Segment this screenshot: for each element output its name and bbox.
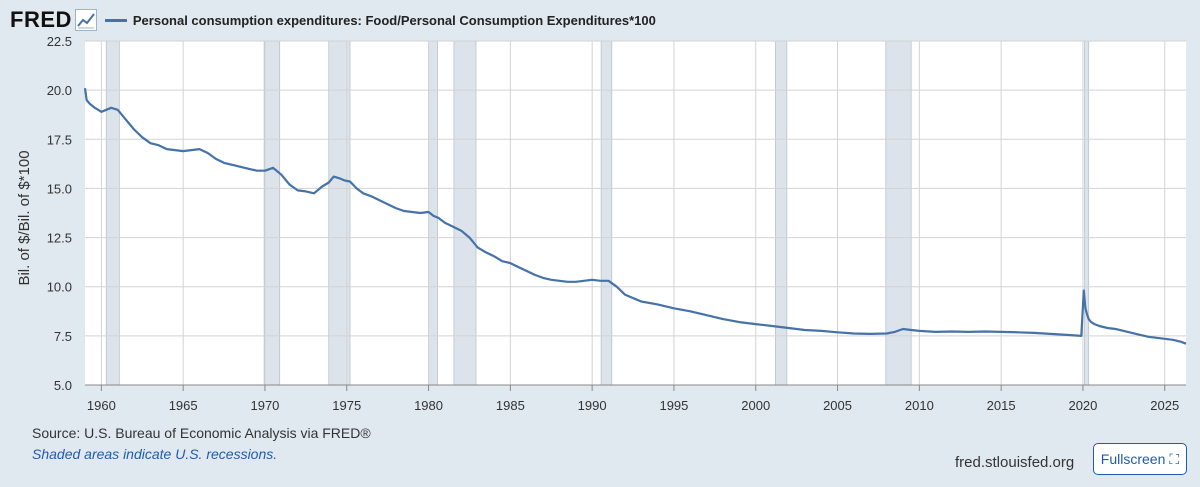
x-tick-label: 2025	[1150, 398, 1179, 413]
x-tick-label: 1970	[250, 398, 279, 413]
y-tick-label: 17.5	[47, 132, 72, 147]
series-line	[83, 88, 1187, 345]
recession-band	[263, 40, 281, 386]
x-tick-label: 2015	[987, 398, 1016, 413]
expand-icon: ⛶	[1169, 450, 1180, 467]
fullscreen-button[interactable]: Fullscreen ⛶	[1093, 443, 1187, 475]
x-tick-label: 2010	[905, 398, 934, 413]
y-axis-label: Bil. of $/Bil. of $*100	[16, 150, 33, 285]
recession-band	[105, 40, 120, 386]
recession-band	[453, 40, 477, 386]
y-tick-label: 5.0	[54, 378, 72, 393]
legend-label: Personal consumption expenditures: Food/…	[132, 12, 656, 28]
chart-header: FRED Personal consumption expenditures: …	[10, 6, 656, 34]
y-tick-label: 12.5	[47, 231, 72, 246]
y-tick-label: 22.5	[47, 34, 72, 49]
source-text: Source: U.S. Bureau of Economic Analysis…	[32, 425, 371, 441]
y-tick-label: 7.5	[54, 329, 72, 344]
x-tick-label: 1965	[169, 398, 198, 413]
fullscreen-label: Fullscreen	[1100, 451, 1166, 467]
x-tick-label: 1960	[87, 398, 116, 413]
x-tick-label: 2000	[741, 398, 770, 413]
y-tick-label: 20.0	[47, 83, 72, 98]
fred-logo[interactable]: FRED	[10, 7, 72, 32]
recession-band	[774, 40, 788, 386]
x-tick-label: 2020	[1068, 398, 1097, 413]
x-tick-label: 1985	[496, 398, 525, 413]
recession-band	[1084, 40, 1090, 386]
line-chart-icon	[74, 9, 97, 31]
x-tick-label: 1990	[578, 398, 607, 413]
recession-band	[600, 40, 613, 386]
y-tick-label: 10.0	[47, 280, 72, 295]
legend: Personal consumption expenditures: Food/…	[104, 12, 656, 28]
x-tick-label: 1975	[332, 398, 361, 413]
recessions-note[interactable]: Shaded areas indicate U.S. recessions.	[32, 446, 278, 462]
site-url[interactable]: fred.stlouisfed.org	[955, 454, 1075, 471]
x-tick-label: 1995	[659, 398, 688, 413]
x-tick-label: 2005	[823, 398, 852, 413]
plot-area: 5.0 7.5 10.0 12.5 15.0 17.5 20.0 22.5 1960 1965 19…	[47, 34, 1187, 413]
y-tick-label: 15.0	[47, 181, 72, 196]
legend-swatch	[104, 18, 127, 22]
chart-area: 5.0 7.5 10.0 12.5 15.0 17.5 20.0 22.5 1960 1965 19…	[16, 34, 1187, 413]
x-tick-label: 1980	[414, 398, 443, 413]
